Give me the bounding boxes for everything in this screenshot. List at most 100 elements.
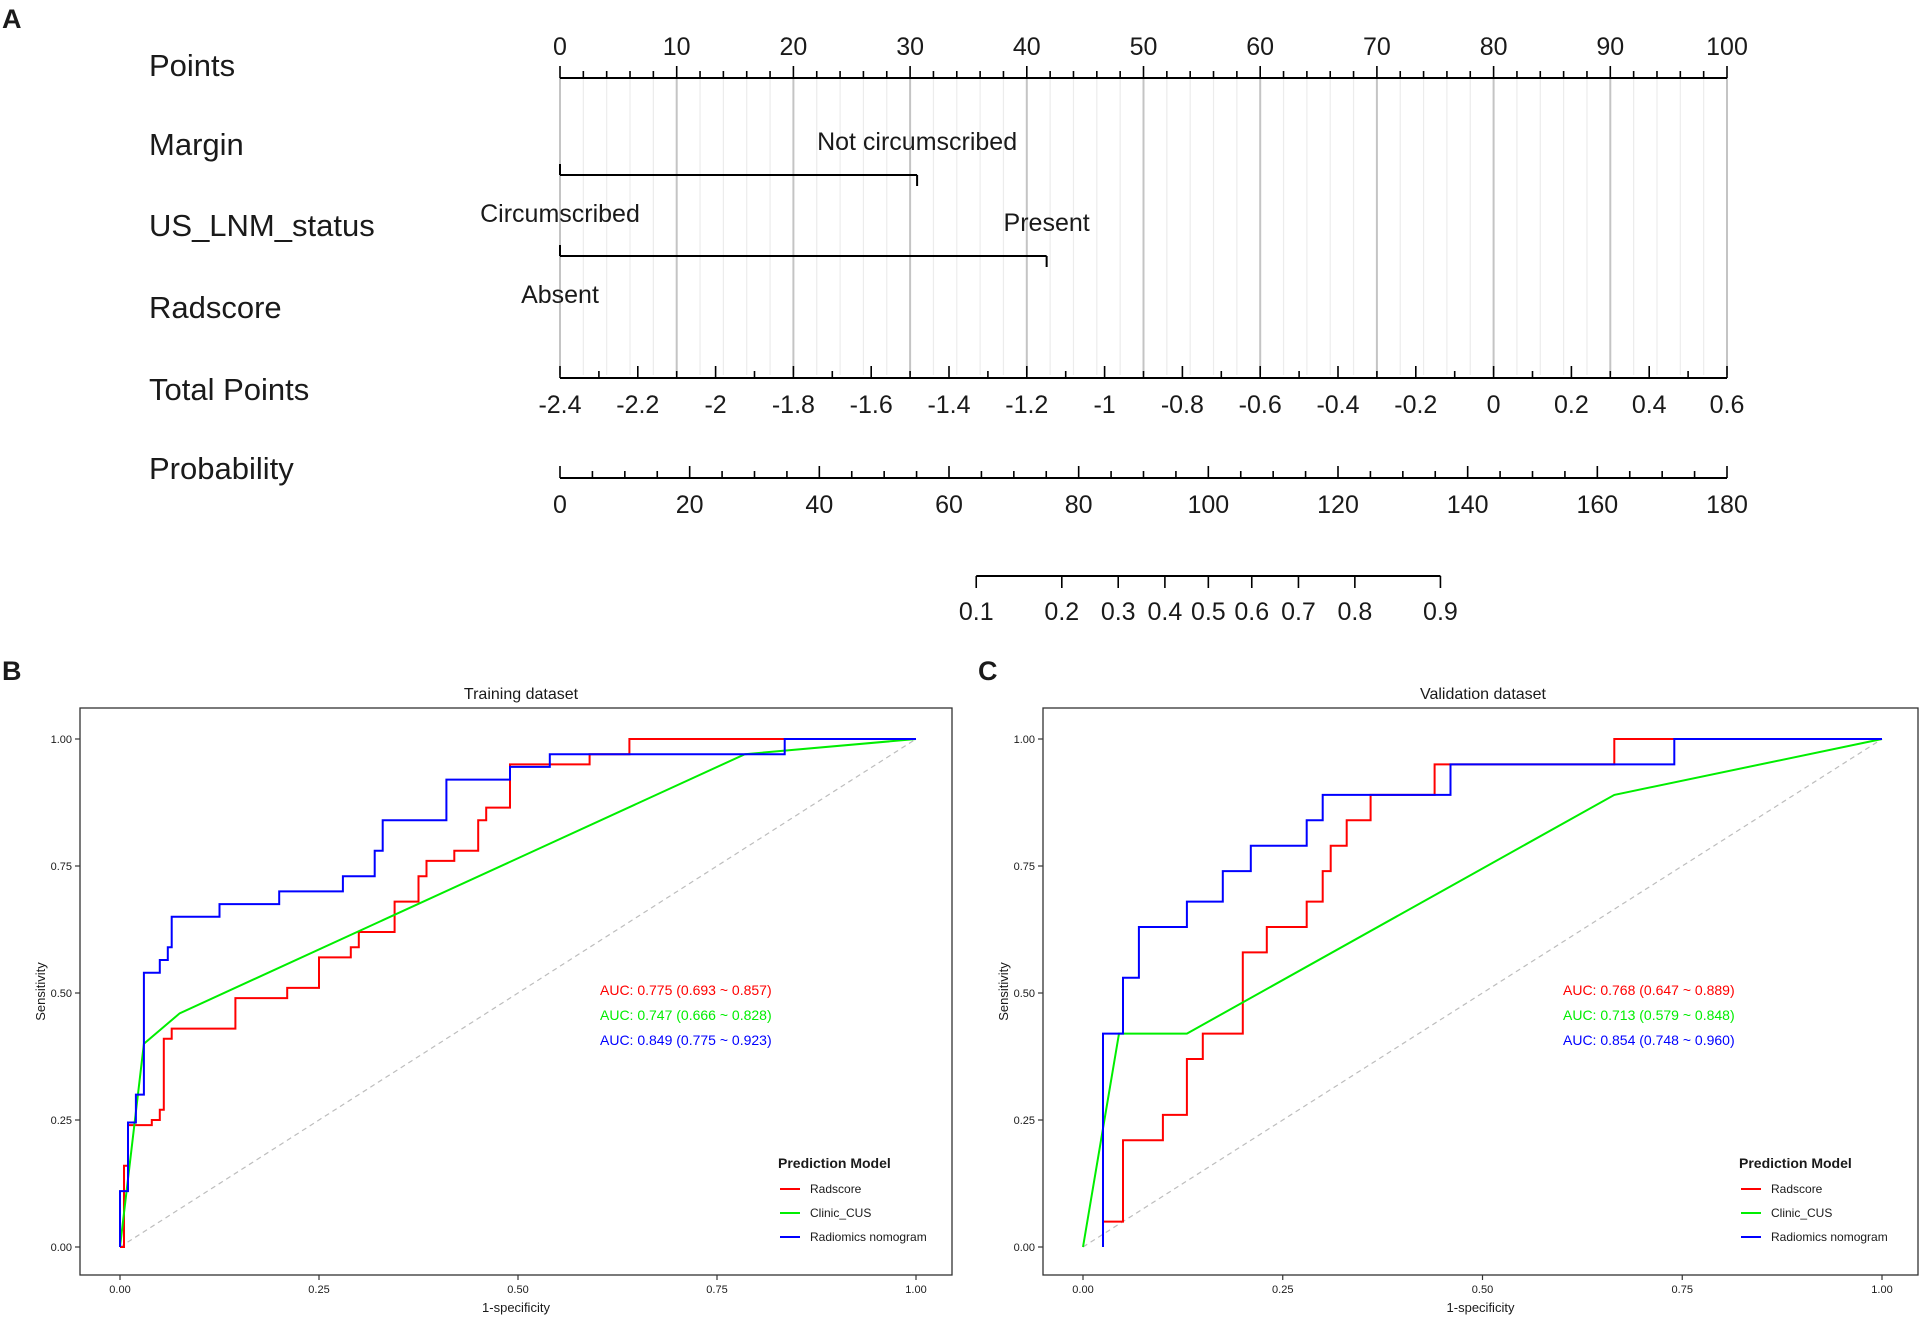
radscore-tick-label: -0.8	[1161, 391, 1204, 419]
points-tick-label: 80	[1480, 33, 1508, 61]
roc-plot-training: Training dataset 0.00 0.25 0.50 0.75 1.00 0.00…	[33, 686, 953, 1315]
y-axis-title: Sensitivity	[33, 962, 48, 1021]
total-tick-label: 160	[1576, 491, 1618, 519]
radscore-tick-label: -0.6	[1239, 391, 1282, 419]
points-tick-label: 30	[896, 33, 924, 61]
panel-letter-a: A	[2, 4, 22, 34]
points-tick-label: 40	[1013, 33, 1041, 61]
points-tick-label: 50	[1130, 33, 1158, 61]
y-tick-label: 0.25	[51, 1115, 72, 1127]
y-tick-label: 0.00	[51, 1242, 72, 1254]
probability-tick-label: 0.3	[1101, 598, 1136, 626]
y-tick-label: 0.50	[51, 988, 72, 1000]
auc-label: AUC: 0.768 (0.647 ~ 0.889)	[1563, 982, 1735, 998]
total-tick-label: 140	[1447, 491, 1489, 519]
radscore-tick-label: -1.8	[772, 391, 815, 419]
category-label: Circumscribed	[480, 200, 640, 228]
legend-label: Radscore	[810, 1182, 862, 1196]
radscore-tick-label: 0.2	[1554, 391, 1589, 419]
roc-plot-validation: Validation dataset 0.00 0.25 0.50 0.75 1.00 0.…	[996, 686, 1919, 1315]
y-tick-label: 0.25	[1014, 1115, 1035, 1127]
total-tick-label: 0	[553, 491, 567, 519]
row-label: Total Points	[149, 372, 309, 407]
points-tick-label: 0	[553, 33, 567, 61]
y-tick-label: 0.00	[1014, 1242, 1035, 1254]
plot-frame	[1042, 707, 1919, 1276]
total-tick-label: 180	[1706, 491, 1748, 519]
points-tick-label: 20	[779, 33, 807, 61]
total-tick-label: 100	[1187, 491, 1229, 519]
probability-tick-label: 0.9	[1423, 598, 1458, 626]
x-tick-label: 0.25	[308, 1284, 329, 1296]
legend-title: Prediction Model	[1739, 1155, 1852, 1171]
points-tick-label: 60	[1246, 33, 1274, 61]
roc-curve-clinic-cus	[1082, 738, 1883, 1248]
radscore-tick-label: -2.4	[538, 391, 581, 419]
radscore-tick-label: -1	[1093, 391, 1115, 419]
x-tick-label: 0.50	[1472, 1284, 1493, 1296]
plot-title: Validation dataset	[1420, 686, 1547, 703]
row-label: US_LNM_status	[149, 208, 375, 243]
auc-label: AUC: 0.775 (0.693 ~ 0.857)	[600, 982, 772, 998]
reference-diagonal	[1082, 738, 1883, 1248]
category-label: Present	[1004, 209, 1090, 237]
y-tick-label: 0.50	[1014, 988, 1035, 1000]
total-tick-label: 120	[1317, 491, 1359, 519]
total-tick-label: 80	[1065, 491, 1093, 519]
total-tick-label: 60	[935, 491, 963, 519]
x-tick-label: 0.75	[1672, 1284, 1693, 1296]
radscore-tick-label: 0.6	[1710, 391, 1745, 419]
auc-label: AUC: 0.854 (0.748 ~ 0.960)	[1563, 1032, 1735, 1048]
legend-title: Prediction Model	[778, 1155, 891, 1171]
probability-tick-label: 0.8	[1337, 598, 1372, 626]
roc-curve-radscore	[1103, 738, 1882, 1223]
radscore-tick-label: -0.4	[1316, 391, 1359, 419]
radscore-tick-label: -2	[704, 391, 726, 419]
radscore-tick-label: -1.2	[1005, 391, 1048, 419]
probability-tick-label: 0.5	[1191, 598, 1226, 626]
radscore-tick-label: 0.4	[1632, 391, 1667, 419]
row-label: Margin	[149, 127, 244, 162]
plot-title: Training dataset	[464, 686, 579, 703]
x-tick-label: 1.00	[905, 1284, 926, 1296]
probability-tick-label: 0.1	[959, 598, 994, 626]
legend-label: Clinic_CUS	[810, 1206, 871, 1220]
x-tick-label: 0.00	[109, 1284, 130, 1296]
x-axis-title: 1-specificity	[1447, 1300, 1515, 1315]
row-label: Probability	[149, 451, 294, 486]
x-tick-label: 1.00	[1871, 1284, 1892, 1296]
radscore-tick-label: -1.4	[927, 391, 970, 419]
row-label: Radscore	[149, 290, 282, 325]
total-tick-label: 20	[676, 491, 704, 519]
panel-letter-b: B	[2, 656, 22, 686]
radscore-tick-label: -1.6	[850, 391, 893, 419]
legend-label: Radiomics nomogram	[810, 1230, 927, 1244]
legend-label: Radiomics nomogram	[1771, 1230, 1888, 1244]
reference-diagonal	[119, 738, 917, 1248]
auc-label: AUC: 0.713 (0.579 ~ 0.848)	[1563, 1007, 1735, 1023]
probability-tick-label: 0.2	[1044, 598, 1079, 626]
points-tick-label: 100	[1706, 33, 1748, 61]
auc-label: AUC: 0.747 (0.666 ~ 0.828)	[600, 1007, 772, 1023]
x-tick-label: 0.75	[706, 1284, 727, 1296]
row-label: Points	[149, 48, 235, 83]
y-tick-label: 0.75	[51, 861, 72, 873]
panel-letter-c: C	[978, 656, 998, 686]
x-tick-label: 0.00	[1072, 1284, 1093, 1296]
points-tick-label: 70	[1363, 33, 1391, 61]
radscore-tick-label: -0.2	[1394, 391, 1437, 419]
x-tick-label: 0.50	[507, 1284, 528, 1296]
radscore-tick-label: 0	[1487, 391, 1501, 419]
points-tick-label: 10	[663, 33, 691, 61]
x-axis-title: 1-specificity	[482, 1300, 550, 1315]
auc-label: AUC: 0.849 (0.775 ~ 0.923)	[600, 1032, 772, 1048]
probability-tick-label: 0.6	[1234, 598, 1269, 626]
legend-label: Radscore	[1771, 1182, 1823, 1196]
plot-frame	[79, 707, 953, 1276]
total-tick-label: 40	[805, 491, 833, 519]
y-tick-label: 1.00	[1014, 734, 1035, 746]
y-axis-title: Sensitivity	[996, 962, 1011, 1021]
legend-label: Clinic_CUS	[1771, 1206, 1832, 1220]
probability-tick-label: 0.7	[1281, 598, 1316, 626]
roc-curve-radscore	[120, 738, 916, 1248]
